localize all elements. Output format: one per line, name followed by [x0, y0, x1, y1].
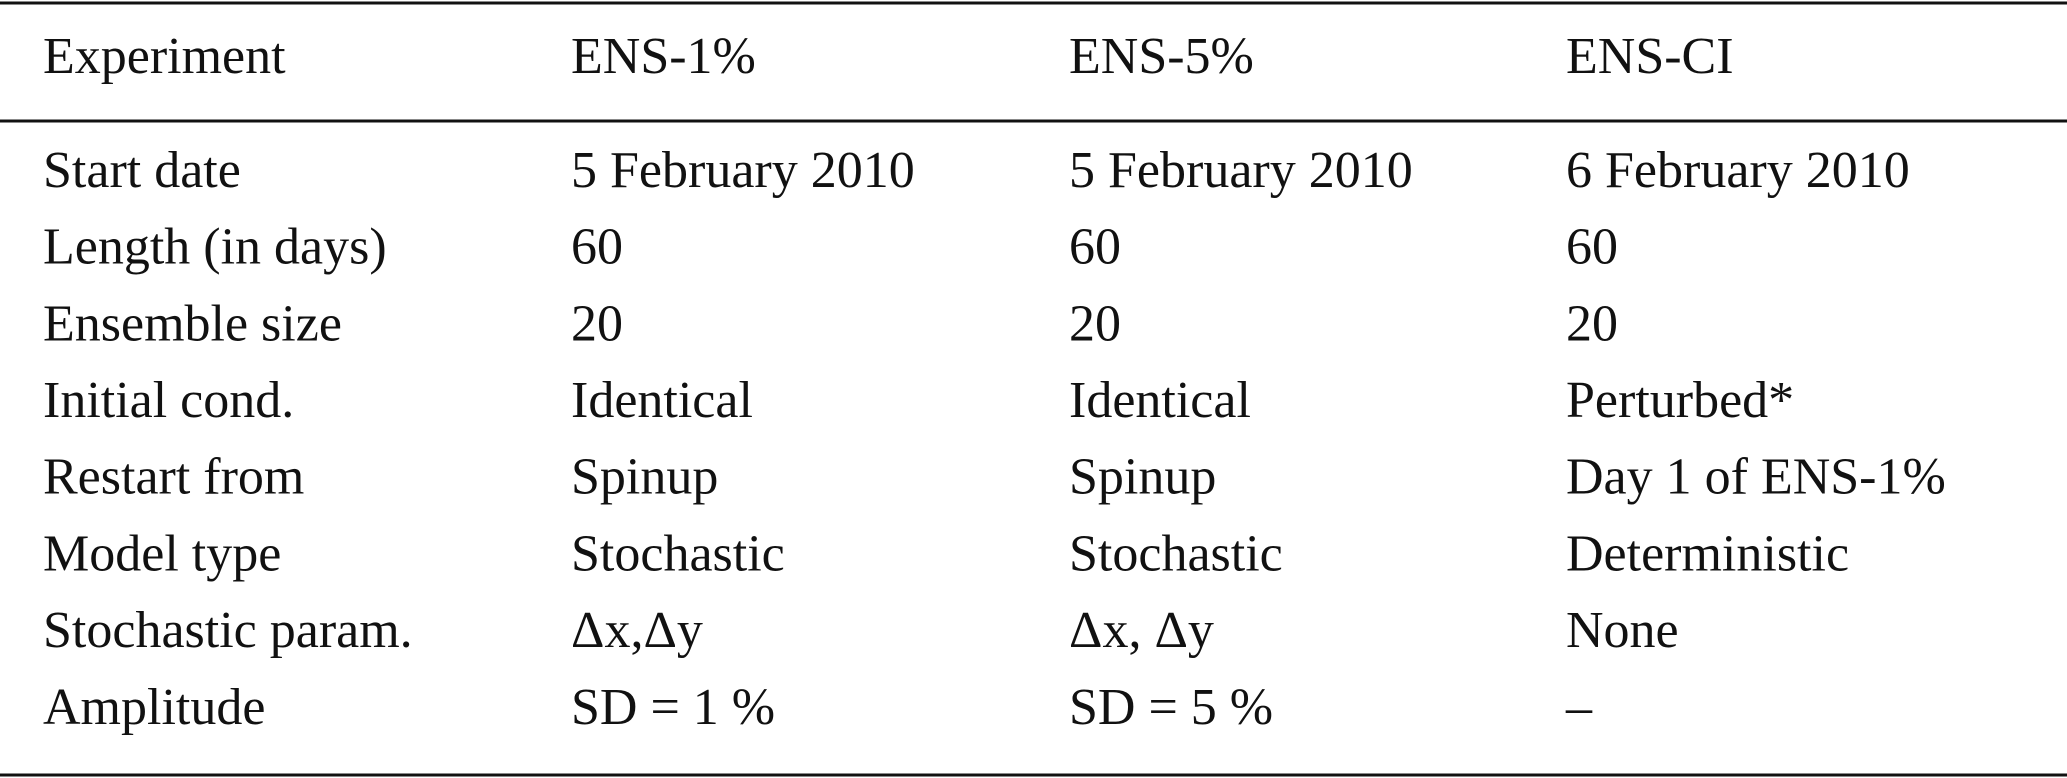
- row-label: Length (in days): [43, 219, 387, 276]
- cell: Perturbed*: [1566, 372, 1794, 429]
- cell: –: [1565, 679, 1593, 736]
- cell: 60: [1069, 219, 1121, 276]
- cell: Deterministic: [1566, 525, 1849, 582]
- row-label: Model type: [43, 525, 281, 582]
- header-cell: ENS-CI: [1566, 28, 1734, 85]
- cell: 5 February 2010: [1069, 142, 1413, 199]
- row-label: Restart from: [43, 449, 304, 506]
- cell: Identical: [1069, 372, 1251, 429]
- cell: Stochastic: [571, 525, 785, 582]
- header-cell: Experiment: [43, 28, 286, 85]
- cell: 6 February 2010: [1566, 142, 1910, 199]
- cell: None: [1566, 602, 1679, 659]
- cell: 20: [571, 295, 623, 352]
- header-cell: ENS-1%: [571, 28, 756, 85]
- row-label: Amplitude: [43, 679, 265, 736]
- cell: 20: [1566, 295, 1618, 352]
- cell: SD = 5 %: [1069, 679, 1273, 736]
- cell: 60: [571, 219, 623, 276]
- cell: 60: [1566, 219, 1618, 276]
- cell: Spinup: [571, 449, 718, 506]
- cell: Δx,Δy: [571, 602, 703, 659]
- cell: Δx, Δy: [1069, 602, 1214, 659]
- cell: 5 February 2010: [571, 142, 915, 199]
- cell: Spinup: [1069, 449, 1216, 506]
- row-label: Ensemble size: [43, 295, 342, 352]
- cell: Stochastic: [1069, 525, 1283, 582]
- header-cell: ENS-5%: [1069, 28, 1254, 85]
- row-label: Start date: [43, 142, 241, 199]
- cell: 20: [1069, 295, 1121, 352]
- row-label: Initial cond.: [43, 372, 294, 429]
- cell: Day 1 of ENS-1%: [1566, 449, 1946, 506]
- cell: SD = 1 %: [571, 679, 775, 736]
- cell: Identical: [571, 372, 753, 429]
- row-label: Stochastic param.: [43, 602, 413, 659]
